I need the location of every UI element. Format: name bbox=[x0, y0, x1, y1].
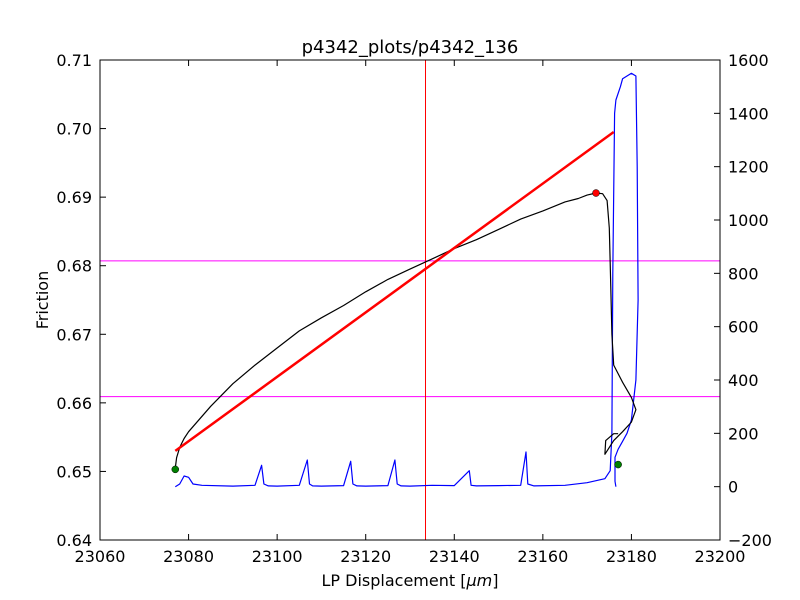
y2-tick-label: 1000 bbox=[728, 211, 769, 230]
y-tick-label: 0.66 bbox=[56, 394, 92, 413]
x-tick-label: 23060 bbox=[75, 547, 126, 566]
plot-frame bbox=[99, 59, 721, 541]
y-tick-label: 0.70 bbox=[56, 120, 92, 139]
y-axis-left: 0.64 0.65 0.66 0.67 0.68 0.69 0.70 0.71 bbox=[56, 51, 106, 550]
series-second-axis-signal bbox=[174, 72, 639, 488]
y2-tick-label: 800 bbox=[728, 264, 759, 283]
series-friction bbox=[174, 192, 637, 469]
y2-tick-label: 1400 bbox=[728, 104, 769, 123]
marker-2 bbox=[614, 460, 622, 469]
chart-title: p4342_plots/p4342_136 bbox=[302, 37, 519, 58]
y2-tick-label: 1600 bbox=[728, 51, 769, 70]
y-tick-label: 0.69 bbox=[56, 188, 92, 207]
y-tick-label: 0.65 bbox=[56, 462, 92, 481]
y2-tick-label: 1200 bbox=[728, 158, 769, 177]
x-tick-label: 23140 bbox=[429, 547, 480, 566]
plot-area bbox=[100, 60, 720, 540]
y2-tick-label: 600 bbox=[728, 318, 759, 337]
marker-1 bbox=[592, 189, 600, 197]
marker-0 bbox=[171, 465, 180, 474]
y-axis-label: Friction bbox=[33, 271, 52, 330]
y2-tick-label: 0 bbox=[728, 478, 738, 497]
x-tick-label: 23160 bbox=[517, 547, 568, 566]
y2-tick-label: −200 bbox=[728, 531, 772, 550]
y2-tick-label: 200 bbox=[728, 424, 759, 443]
y-tick-label: 0.67 bbox=[56, 325, 92, 344]
x-tick-label: 23100 bbox=[252, 547, 303, 566]
y-tick-label: 0.64 bbox=[56, 531, 92, 550]
x-axis: 23060 23080 23100 23120 23140 23160 23180 23200 bbox=[75, 60, 746, 566]
y-tick-label: 0.71 bbox=[56, 51, 92, 70]
x-tick-label: 23120 bbox=[340, 547, 391, 566]
y2-tick-label: 400 bbox=[728, 371, 759, 390]
y-axis-right: −200 0 200 400 600 800 1000 1200 1400 1600 bbox=[714, 51, 772, 550]
y-tick-label: 0.68 bbox=[56, 257, 92, 276]
x-tick-label: 23080 bbox=[163, 547, 214, 566]
x-tick-label: 23200 bbox=[695, 547, 746, 566]
series-fit bbox=[174, 130, 615, 452]
x-tick-label: 23180 bbox=[606, 547, 657, 566]
x-axis-label: LP Displacement [μm] bbox=[322, 571, 499, 590]
